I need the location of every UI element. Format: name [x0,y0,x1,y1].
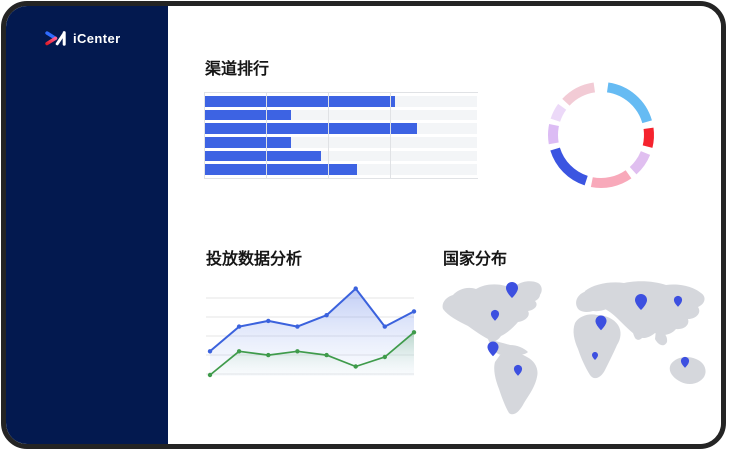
green-series-point[interactable] [236,349,242,354]
bar-track [204,109,477,121]
green-series-point[interactable] [411,330,417,335]
bar[interactable] [204,164,357,175]
continent-japan [691,307,698,315]
donut-segment-light-plum[interactable] [629,150,651,175]
continent-asia [584,281,705,339]
map-pin-north-america[interactable] [490,309,500,321]
blue-series-point[interactable] [266,318,271,324]
map-pins [487,282,690,376]
channel-ranking-title: 渠道排行 [205,61,270,78]
bar-chart [204,92,478,179]
donut-segment-lavender[interactable] [548,123,559,145]
donut-segment-royal-blue[interactable] [550,147,588,186]
map-pin-northeast-asia[interactable] [673,295,683,307]
bar[interactable] [204,96,396,107]
map-pin-greenland[interactable] [506,282,518,298]
continents [442,281,706,415]
map-pin-central-asia[interactable] [635,294,647,310]
blue-series-point[interactable] [353,286,358,291]
logo-text: iCenter [73,30,121,46]
donut-segment-pale-pink[interactable] [562,82,596,106]
bar-track [204,164,477,175]
main-content: 渠道排行 投放数据分析 国家分布 [168,6,721,444]
donut-chart [548,82,654,188]
continent-south-america [494,352,538,415]
blue-series-point[interactable] [382,324,387,329]
bar-track [204,137,477,148]
map-pin-south-africa[interactable] [592,352,598,360]
continent-central-america [488,339,528,356]
blue-series-point[interactable] [207,349,213,354]
green-series-area [210,332,414,376]
line-chart-series [207,286,417,378]
blue-series-point[interactable] [236,324,242,329]
blue-series-point[interactable] [411,309,417,314]
green-series-point[interactable] [295,349,300,354]
bar[interactable] [204,123,417,134]
donut-segment-pale-lavender[interactable] [550,103,567,122]
bar[interactable] [204,150,322,162]
donut-segment-pink[interactable] [590,170,632,188]
world-map [442,281,706,415]
donut-segment-sky-blue[interactable] [606,82,652,124]
continent-india [632,319,646,340]
sidebar: iCenter [6,6,168,444]
analysis-title: 投放数据分析 [206,251,303,268]
map-pin-australia[interactable] [680,356,690,368]
green-series-point[interactable] [353,364,358,369]
green-series-point[interactable] [266,352,271,358]
bar-track [204,96,477,107]
bar[interactable] [204,137,292,148]
bar[interactable] [204,109,292,121]
map-pin-central-america[interactable] [487,341,499,357]
blue-series-point[interactable] [295,324,300,329]
blue-series-line [209,287,415,353]
map-pin-south-america[interactable] [513,364,523,376]
logo-icon [45,31,66,46]
continent-greenland [514,281,542,302]
green-series-line [209,331,415,376]
bar-gridline [266,93,267,178]
green-series-point[interactable] [207,372,213,378]
bar-gridline [204,93,205,178]
bar-gridline [328,93,329,178]
logo[interactable]: iCenter [45,29,121,47]
continent-australia [669,356,706,385]
countries-title: 国家分布 [443,251,508,268]
line-chart [206,286,417,378]
bar-track [204,123,477,134]
green-series-point[interactable] [382,354,387,360]
bar-gridline [390,93,391,178]
continent-africa [573,314,621,379]
continent-southeast-asia [655,330,668,346]
bar-track [204,150,477,162]
map-pin-north-africa[interactable] [595,315,607,331]
app-window: iCenter 渠道排行 投放数据分析 [1,1,726,449]
green-series-point[interactable] [324,352,329,358]
donut-segment-red[interactable] [642,127,654,148]
blue-series-point[interactable] [324,313,329,318]
